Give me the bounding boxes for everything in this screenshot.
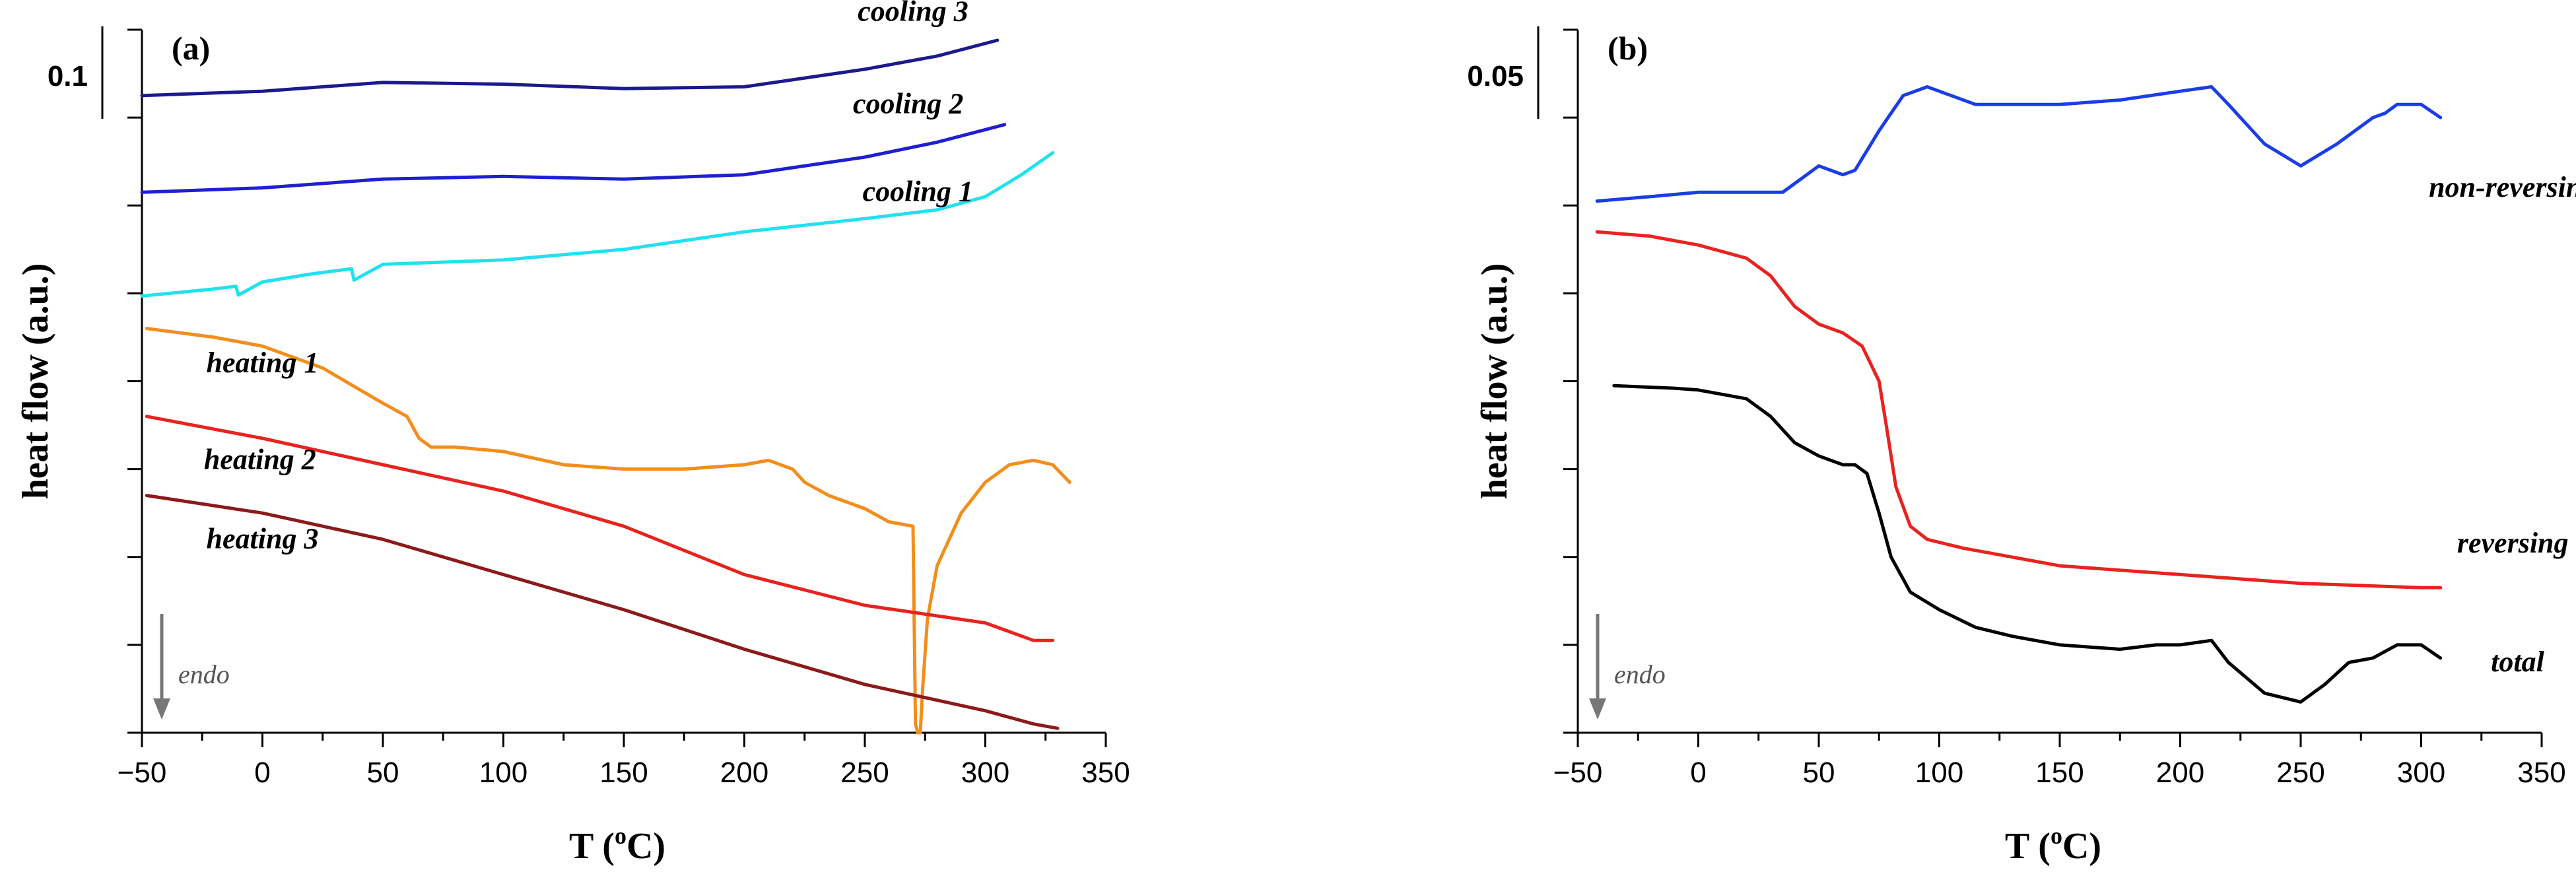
series-label-cooling-2: cooling 2 [853,87,963,119]
y-axis-title: heat flow (a.u.) [15,263,56,500]
series-line-heating-3 [145,494,1060,730]
panel-label: (b) [1608,30,1648,67]
x-tick-label: 150 [599,756,648,789]
x-tick-label: 200 [2156,756,2204,789]
endo-label: endo [1614,659,1666,689]
x-tick-label: 0 [1690,756,1706,789]
x-tick-label: 250 [2276,756,2324,789]
series-label-cooling-1: cooling 1 [863,176,973,208]
panel-label: (a) [172,30,210,67]
endo-arrow-head [1589,698,1606,720]
x-tick-label: 0 [254,756,270,789]
chart-panel-1: −50 0 50 100 150 200 250 300 350 T (oC) heat flow … [15,0,1130,867]
series-line-non-reversing [1595,85,2443,203]
series-line-cooling-2 [140,123,1007,194]
series-label-heating-1: heating 1 [207,347,319,379]
series-line-heating-2 [145,415,1055,642]
x-tick-label: −50 [1553,756,1603,789]
x-tick-label: 200 [720,756,768,789]
x-axis-title: T (oC) [2005,823,2101,867]
x-axis-title: T (oC) [569,823,665,867]
scale-bar-label: 0.05 [1467,60,1524,92]
x-tick-label: 350 [2517,756,2565,789]
x-tick-label: 300 [961,756,1009,789]
series-line-cooling-1 [140,151,1055,298]
series-line-reversing [1595,230,2443,589]
series-line-total [1612,384,2443,704]
x-tick-label: 300 [2397,756,2445,789]
series-label-cooling-3: cooling 3 [858,0,968,28]
x-tick-label: 50 [1803,756,1835,789]
x-tick-label: 350 [1081,756,1130,789]
series-label-non-reversing: non-reversing [2429,171,2576,203]
chart-panel-2: −50 0 50 100 150 200 250 300 350 T (oC) heat flow … [1467,26,2576,867]
y-axis-title: heat flow (a.u.) [1474,263,1515,500]
x-tick-label: 100 [1915,756,1963,789]
x-tick-label: 100 [479,756,527,789]
series-line-cooling-3 [140,38,1000,98]
series-label-heating-3: heating 3 [207,522,319,555]
endo-arrow-head [153,698,170,720]
series-label-heating-2: heating 2 [204,444,316,476]
x-tick-label: 250 [840,756,889,789]
x-tick-label: 150 [2035,756,2084,789]
series-label-total: total [2491,646,2544,678]
series-label-reversing: reversing [2457,527,2569,559]
series-line-heating-1 [145,327,1071,735]
scale-bar-label: 0.1 [48,60,88,92]
endo-label: endo [178,659,230,689]
x-tick-label: −50 [118,756,167,789]
x-tick-label: 50 [367,756,399,789]
